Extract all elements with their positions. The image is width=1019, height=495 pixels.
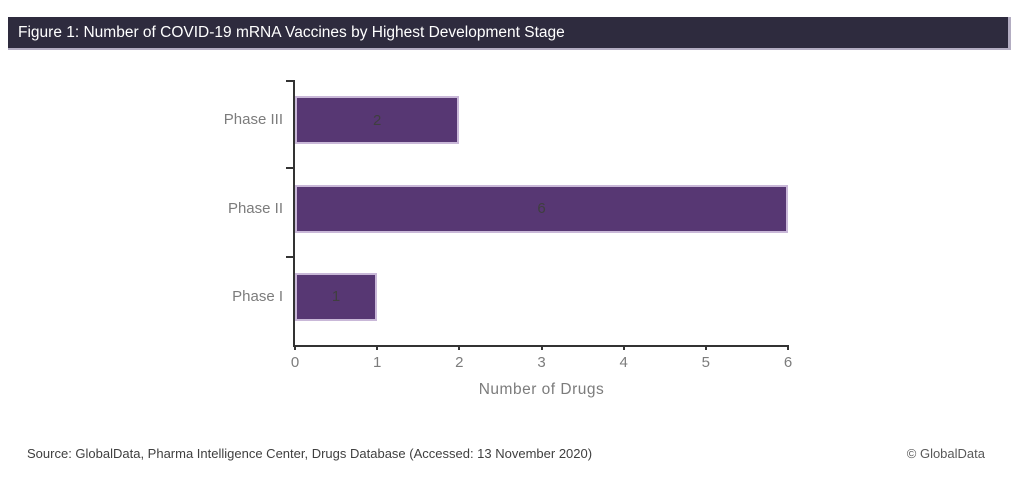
x-axis-tick-label: 4: [619, 354, 628, 371]
copyright-note: © GlobalData: [906, 446, 985, 461]
figure-title-bar: Figure 1: Number of COVID-19 mRNA Vaccin…: [8, 17, 1011, 50]
x-axis-tick-label: 0: [290, 354, 300, 371]
bar-value-label: 6: [537, 200, 546, 217]
x-axis-title: Number of Drugs: [478, 381, 605, 398]
category-label-phase-iii: Phase III: [223, 111, 283, 129]
x-axis-tick: [704, 345, 707, 350]
x-axis-tick: [294, 345, 296, 350]
bar-phase-i: 1: [295, 272, 378, 321]
bar-phase-ii: 6: [295, 184, 788, 233]
x-axis-tick: [787, 345, 789, 350]
x-axis-tick-label: 2: [455, 354, 464, 371]
source-note: Source: GlobalData, Pharma Intelligence …: [27, 446, 593, 461]
bar-value-label: 1: [331, 288, 341, 306]
plot-area: 2 Phase III 6 Phase II 1 Phase I 0 1 2 3 4 5 6 Numb…: [224, 80, 792, 398]
x-axis-tick: [540, 345, 543, 350]
x-axis-tick: [622, 345, 625, 350]
x-axis-tick-label: 5: [701, 354, 710, 371]
y-axis-tick: [286, 167, 293, 170]
x-axis-tick: [458, 345, 461, 350]
x-axis-tick-label: 6: [783, 354, 793, 371]
bar-phase-iii: 2: [295, 96, 460, 145]
y-axis-tick: [286, 255, 293, 258]
category-label-phase-i: Phase I: [232, 287, 283, 305]
y-axis-tick: [286, 80, 293, 82]
x-axis-tick: [376, 345, 379, 350]
x-axis-tick-label: 1: [372, 354, 382, 371]
bar-value-label: 2: [372, 111, 382, 129]
x-axis-tick-label: 3: [537, 354, 546, 371]
category-label-phase-ii: Phase II: [227, 199, 283, 217]
